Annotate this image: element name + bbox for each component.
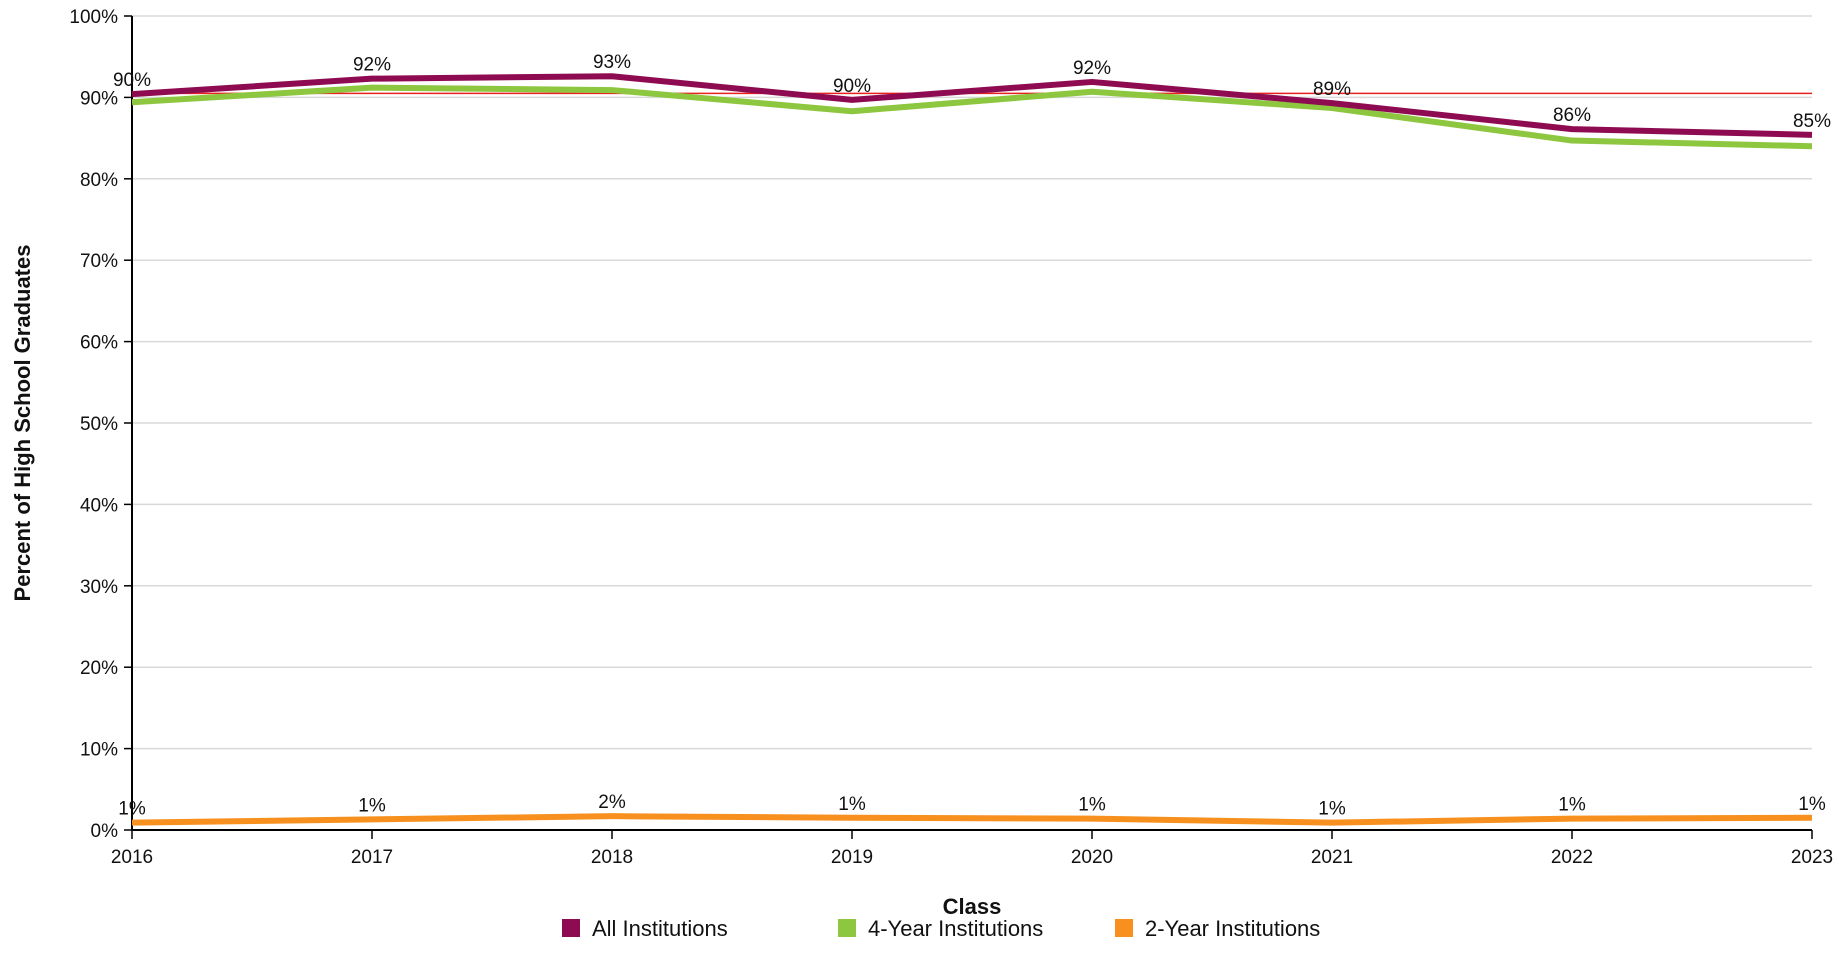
data-label-2-year-institutions: 1% (1558, 795, 1586, 816)
data-labels: 90% 92% 93% 90% 92% 89% 86% 85% 1% 1% 2% 1% 1% 1% 1% 1% (113, 52, 1831, 819)
legend-swatch-all-institutions (562, 919, 580, 937)
x-tick-label: 2019 (831, 847, 873, 868)
x-tick-label: 2016 (111, 847, 153, 868)
y-tick-label: 40% (80, 495, 118, 516)
gridlines (132, 15, 1812, 750)
y-tick-label: 90% (80, 88, 118, 109)
x-tick-label: 2021 (1311, 847, 1353, 868)
data-label-all-institutions: 85% (1793, 111, 1831, 132)
data-label-2-year-institutions: 2% (598, 792, 626, 813)
data-label-2-year-institutions: 1% (118, 799, 146, 820)
data-label-all-institutions: 86% (1553, 105, 1591, 126)
series-lines (131, 73, 1813, 826)
y-tick-label: 30% (80, 577, 118, 598)
legend-label-4-year-institutions: 4-Year Institutions (868, 916, 1043, 941)
x-tick-label: 2020 (1071, 847, 1113, 868)
y-axis-title: Percent of High School Graduates (10, 245, 35, 602)
legend-label-2-year-institutions: 2-Year Institutions (1145, 916, 1320, 941)
series-line-all-institutions (131, 73, 1813, 138)
data-label-all-institutions: 90% (113, 70, 151, 91)
y-tick-label: 80% (80, 170, 118, 191)
legend-label-all-institutions: All Institutions (592, 916, 728, 941)
y-tick-label: 0% (91, 821, 119, 842)
data-label-2-year-institutions: 1% (838, 794, 866, 815)
x-tick-label: 2023 (1791, 847, 1833, 868)
data-label-2-year-institutions: 1% (1318, 799, 1346, 820)
x-axis-title: Class (943, 894, 1002, 919)
series-line-2-year-institutions (131, 813, 1813, 826)
data-label-all-institutions: 89% (1313, 79, 1351, 100)
series-line-4-year-institutions (131, 84, 1813, 150)
legend-swatch-2-year-institutions (1115, 919, 1133, 937)
x-tick-label: 2017 (351, 847, 393, 868)
legend: All Institutions 4-Year Institutions 2-Yea… (562, 916, 1320, 941)
y-tick-label: 70% (80, 251, 118, 272)
data-label-all-institutions: 90% (833, 76, 871, 97)
y-tick-label: 10% (80, 740, 118, 761)
data-label-all-institutions: 92% (353, 55, 391, 76)
x-tick-label: 2022 (1551, 847, 1593, 868)
data-label-2-year-institutions: 1% (1078, 795, 1106, 816)
y-tick-label: 60% (80, 333, 118, 354)
axes: Percent of High School Graduates Class 0… (10, 7, 1833, 919)
y-tick-label: 100% (69, 7, 118, 28)
data-label-2-year-institutions: 1% (1798, 794, 1826, 815)
x-tick-label: 2018 (591, 847, 633, 868)
legend-swatch-4-year-institutions (838, 919, 856, 937)
y-tick-label: 20% (80, 658, 118, 679)
y-tick-label: 50% (80, 414, 118, 435)
data-label-2-year-institutions: 1% (358, 795, 386, 816)
data-label-all-institutions: 93% (593, 52, 631, 73)
data-label-all-institutions: 92% (1073, 58, 1111, 79)
